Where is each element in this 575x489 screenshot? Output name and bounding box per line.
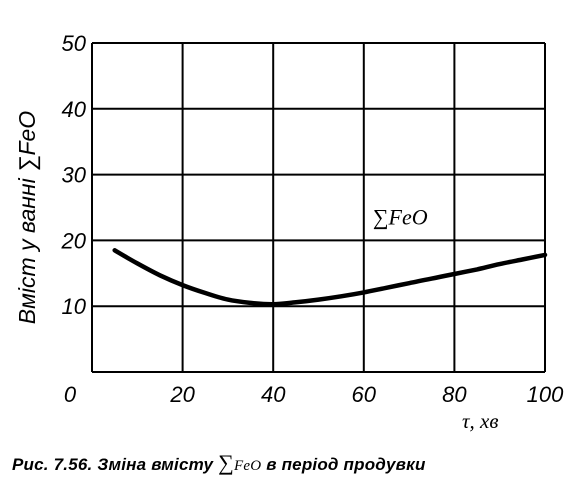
x-tick-label-2: 40 <box>261 382 286 407</box>
x-tick-labels: 0 20 40 60 80 100 <box>64 382 564 407</box>
x-tick-label-1: 20 <box>169 382 195 407</box>
y-tick-label-3: 40 <box>62 97 87 122</box>
caption-prefix: Рис. 7.56. Зміна вмісту <box>12 455 214 474</box>
x-tick-label-0: 0 <box>64 382 77 407</box>
y-tick-label-0: 10 <box>62 294 87 319</box>
y-tick-label-4: 50 <box>62 31 87 56</box>
caption-sum-symbol: ∑ <box>218 450 234 475</box>
y-tick-label-1: 20 <box>61 228 87 253</box>
x-tick-label-3: 60 <box>352 382 377 407</box>
chart-figure: 10 20 30 40 50 0 20 40 60 80 100 ∑FeO Вміст у ван… <box>14 31 564 433</box>
series-label-0: ∑FeO <box>373 205 428 230</box>
series-group: ∑FeO <box>112 205 548 307</box>
x-tick-label-5: 100 <box>527 382 564 407</box>
grid-lines <box>91 42 546 373</box>
y-tick-labels: 10 20 30 40 50 <box>61 31 87 319</box>
caption-suffix: в період продувки <box>266 455 426 474</box>
x-tick-label-4: 80 <box>442 382 467 407</box>
y-tick-label-2: 30 <box>62 163 87 188</box>
figure-caption: Рис. 7.56. Зміна вмісту ∑FeO в період пр… <box>12 450 572 476</box>
x-axis-label: τ, хв <box>462 409 498 433</box>
caption-formula: FeO <box>234 458 262 474</box>
y-axis-label: Вміст у ванні ∑FeO <box>14 111 41 325</box>
series-line-0 <box>112 248 548 307</box>
